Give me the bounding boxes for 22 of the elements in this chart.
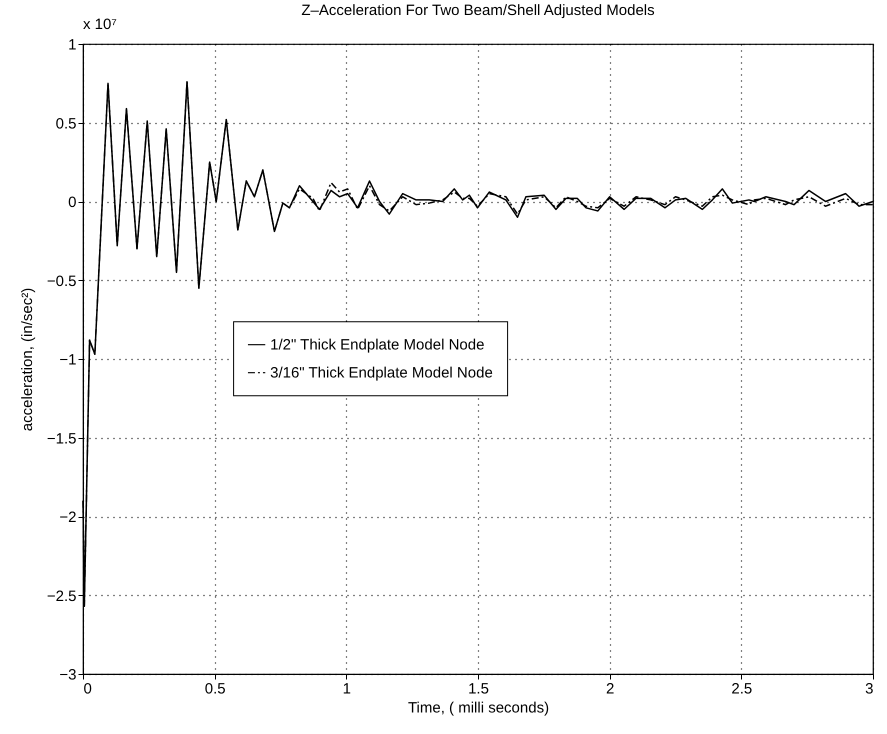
y-axis-title: acceleration, (in/sec²) [18, 288, 36, 432]
legend-label: 1/2" Thick Endplate Model Node [270, 336, 484, 354]
x-tick-label: 2 [606, 680, 614, 698]
y-tick-label: 0.5 [56, 115, 76, 132]
x-tick-label: 1 [342, 680, 352, 698]
x-axis-title: Time, ( milli seconds) [408, 700, 550, 716]
legend-label: 3/16" Thick Endplate Model Node [270, 364, 493, 382]
x-tick-label: 1.5 [468, 680, 489, 698]
y-tick-label: 1 [68, 36, 76, 54]
x-tick-label: 3 [865, 680, 874, 698]
text: x 10⁷ [83, 16, 117, 33]
y-tick-label: 0 [68, 194, 76, 211]
y-tick-label: −2.5 [46, 588, 76, 605]
y-tick-label: −1.5 [46, 430, 76, 448]
x-tick-label: 2.5 [731, 680, 752, 698]
y-tick-label: −1 [59, 352, 76, 368]
y-tick-label: −3 [59, 666, 76, 684]
x-tick-label: 0 [84, 680, 92, 698]
y-tick-label: −2 [59, 509, 76, 526]
y-tick-label: −0.5 [46, 272, 76, 290]
chart-title: Z–Acceleration For Two Beam/Shell Adjusted Models [301, 2, 655, 19]
x-tick-label: 0.5 [204, 680, 226, 698]
